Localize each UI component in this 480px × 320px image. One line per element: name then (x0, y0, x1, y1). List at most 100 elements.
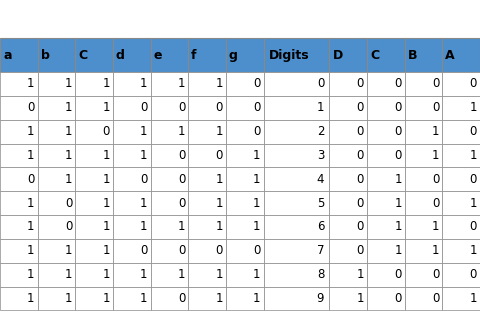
Text: 1: 1 (140, 292, 147, 305)
Text: 0: 0 (357, 77, 364, 91)
Text: 0: 0 (432, 101, 439, 114)
Text: 1: 1 (469, 196, 477, 210)
Bar (226, 96, 264, 120)
Text: 1: 1 (140, 125, 147, 138)
Text: 1: 1 (102, 292, 110, 305)
Bar (329, 239, 367, 263)
Text: 0: 0 (253, 125, 261, 138)
Text: 0: 0 (178, 173, 185, 186)
Text: B: B (408, 49, 417, 62)
Bar (367, 143, 405, 167)
Bar (37, 72, 75, 96)
Bar (75, 38, 113, 72)
Text: 1: 1 (102, 268, 110, 281)
Bar (264, 215, 329, 239)
Text: 1: 1 (27, 268, 35, 281)
Text: 0: 0 (394, 101, 402, 114)
Bar (75, 96, 113, 120)
Bar (75, 263, 113, 287)
Text: 1: 1 (65, 292, 72, 305)
Text: 1: 1 (102, 101, 110, 114)
Text: 1: 1 (253, 196, 261, 210)
Text: 1: 1 (102, 196, 110, 210)
Text: A: A (445, 49, 455, 62)
Bar (113, 72, 151, 96)
Text: 0: 0 (469, 268, 477, 281)
Bar (0, 120, 37, 143)
Bar (37, 239, 75, 263)
Bar (0, 239, 37, 263)
Text: 0: 0 (469, 77, 477, 91)
Bar (226, 38, 264, 72)
Bar (367, 120, 405, 143)
Text: 1: 1 (178, 125, 185, 138)
Text: 0: 0 (357, 101, 364, 114)
Text: 1: 1 (394, 220, 402, 234)
Text: 5: 5 (317, 196, 324, 210)
Bar (264, 263, 329, 287)
Bar (37, 167, 75, 191)
Text: 0: 0 (469, 173, 477, 186)
Bar (113, 239, 151, 263)
Text: 0: 0 (394, 125, 402, 138)
Bar (0, 167, 37, 191)
Bar (75, 191, 113, 215)
Text: 0: 0 (357, 125, 364, 138)
Text: 1: 1 (27, 125, 35, 138)
Bar (443, 191, 480, 215)
Bar (151, 263, 188, 287)
Text: 1: 1 (178, 220, 185, 234)
Bar (226, 215, 264, 239)
Bar (405, 72, 443, 96)
Bar (188, 239, 226, 263)
Text: 1: 1 (394, 196, 402, 210)
Bar (443, 72, 480, 96)
Bar (0, 72, 37, 96)
Text: 9: 9 (317, 292, 324, 305)
Text: 1: 1 (216, 173, 223, 186)
Text: 0: 0 (27, 173, 35, 186)
Text: g: g (229, 49, 238, 62)
Bar (75, 72, 113, 96)
Text: 1: 1 (65, 125, 72, 138)
Text: 1: 1 (102, 173, 110, 186)
Text: 1: 1 (102, 220, 110, 234)
Text: 0: 0 (357, 244, 364, 257)
Bar (37, 191, 75, 215)
Bar (151, 215, 188, 239)
Bar (188, 263, 226, 287)
Bar (188, 191, 226, 215)
Bar (226, 239, 264, 263)
Bar (37, 38, 75, 72)
Bar (37, 96, 75, 120)
Text: 1: 1 (357, 268, 364, 281)
Text: 1: 1 (357, 292, 364, 305)
Text: 1: 1 (140, 196, 147, 210)
Text: 1: 1 (216, 292, 223, 305)
Text: 0: 0 (216, 149, 223, 162)
Bar (443, 239, 480, 263)
Text: 0: 0 (469, 220, 477, 234)
Bar (113, 287, 151, 310)
Text: 0: 0 (178, 244, 185, 257)
Bar (329, 72, 367, 96)
Text: 0: 0 (357, 196, 364, 210)
Text: 2: 2 (317, 125, 324, 138)
Text: 1: 1 (216, 220, 223, 234)
Bar (367, 72, 405, 96)
Text: 1: 1 (140, 268, 147, 281)
Bar (443, 215, 480, 239)
Text: 0: 0 (432, 77, 439, 91)
Bar (113, 263, 151, 287)
Text: 0: 0 (317, 77, 324, 91)
Bar (329, 287, 367, 310)
Bar (113, 215, 151, 239)
Bar (367, 239, 405, 263)
Bar (367, 263, 405, 287)
Bar (329, 263, 367, 287)
Bar (151, 96, 188, 120)
Bar (443, 96, 480, 120)
Bar (264, 72, 329, 96)
Bar (443, 167, 480, 191)
Bar (113, 96, 151, 120)
